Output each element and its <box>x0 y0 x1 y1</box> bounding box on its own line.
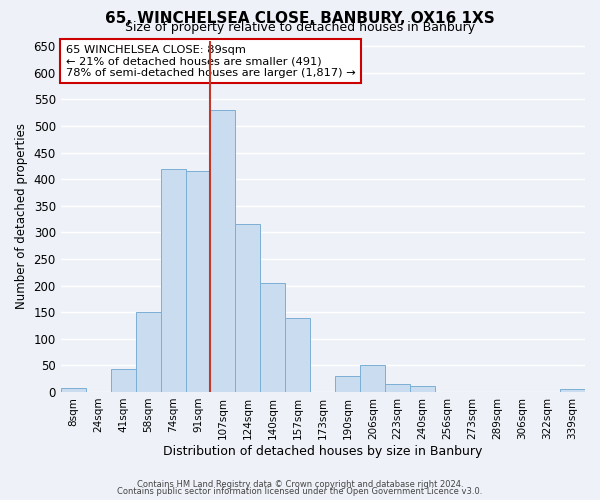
Text: 65 WINCHELSEA CLOSE: 89sqm
← 21% of detached houses are smaller (491)
78% of sem: 65 WINCHELSEA CLOSE: 89sqm ← 21% of deta… <box>66 44 356 78</box>
Bar <box>286 318 310 392</box>
Bar <box>211 110 235 392</box>
Bar <box>110 368 136 392</box>
Bar <box>136 312 161 392</box>
Bar <box>360 366 385 392</box>
Bar <box>235 224 260 392</box>
Bar <box>410 386 435 392</box>
Y-axis label: Number of detached properties: Number of detached properties <box>15 124 28 310</box>
Text: Contains HM Land Registry data © Crown copyright and database right 2024.: Contains HM Land Registry data © Crown c… <box>137 480 463 489</box>
X-axis label: Distribution of detached houses by size in Banbury: Distribution of detached houses by size … <box>163 444 482 458</box>
Bar <box>335 376 360 392</box>
Bar <box>185 172 211 392</box>
Bar <box>161 168 185 392</box>
Text: 65, WINCHELSEA CLOSE, BANBURY, OX16 1XS: 65, WINCHELSEA CLOSE, BANBURY, OX16 1XS <box>105 11 495 26</box>
Text: Contains public sector information licensed under the Open Government Licence v3: Contains public sector information licen… <box>118 487 482 496</box>
Bar <box>385 384 410 392</box>
Bar <box>560 390 585 392</box>
Text: Size of property relative to detached houses in Banbury: Size of property relative to detached ho… <box>125 22 475 35</box>
Bar <box>260 283 286 392</box>
Bar <box>61 388 86 392</box>
